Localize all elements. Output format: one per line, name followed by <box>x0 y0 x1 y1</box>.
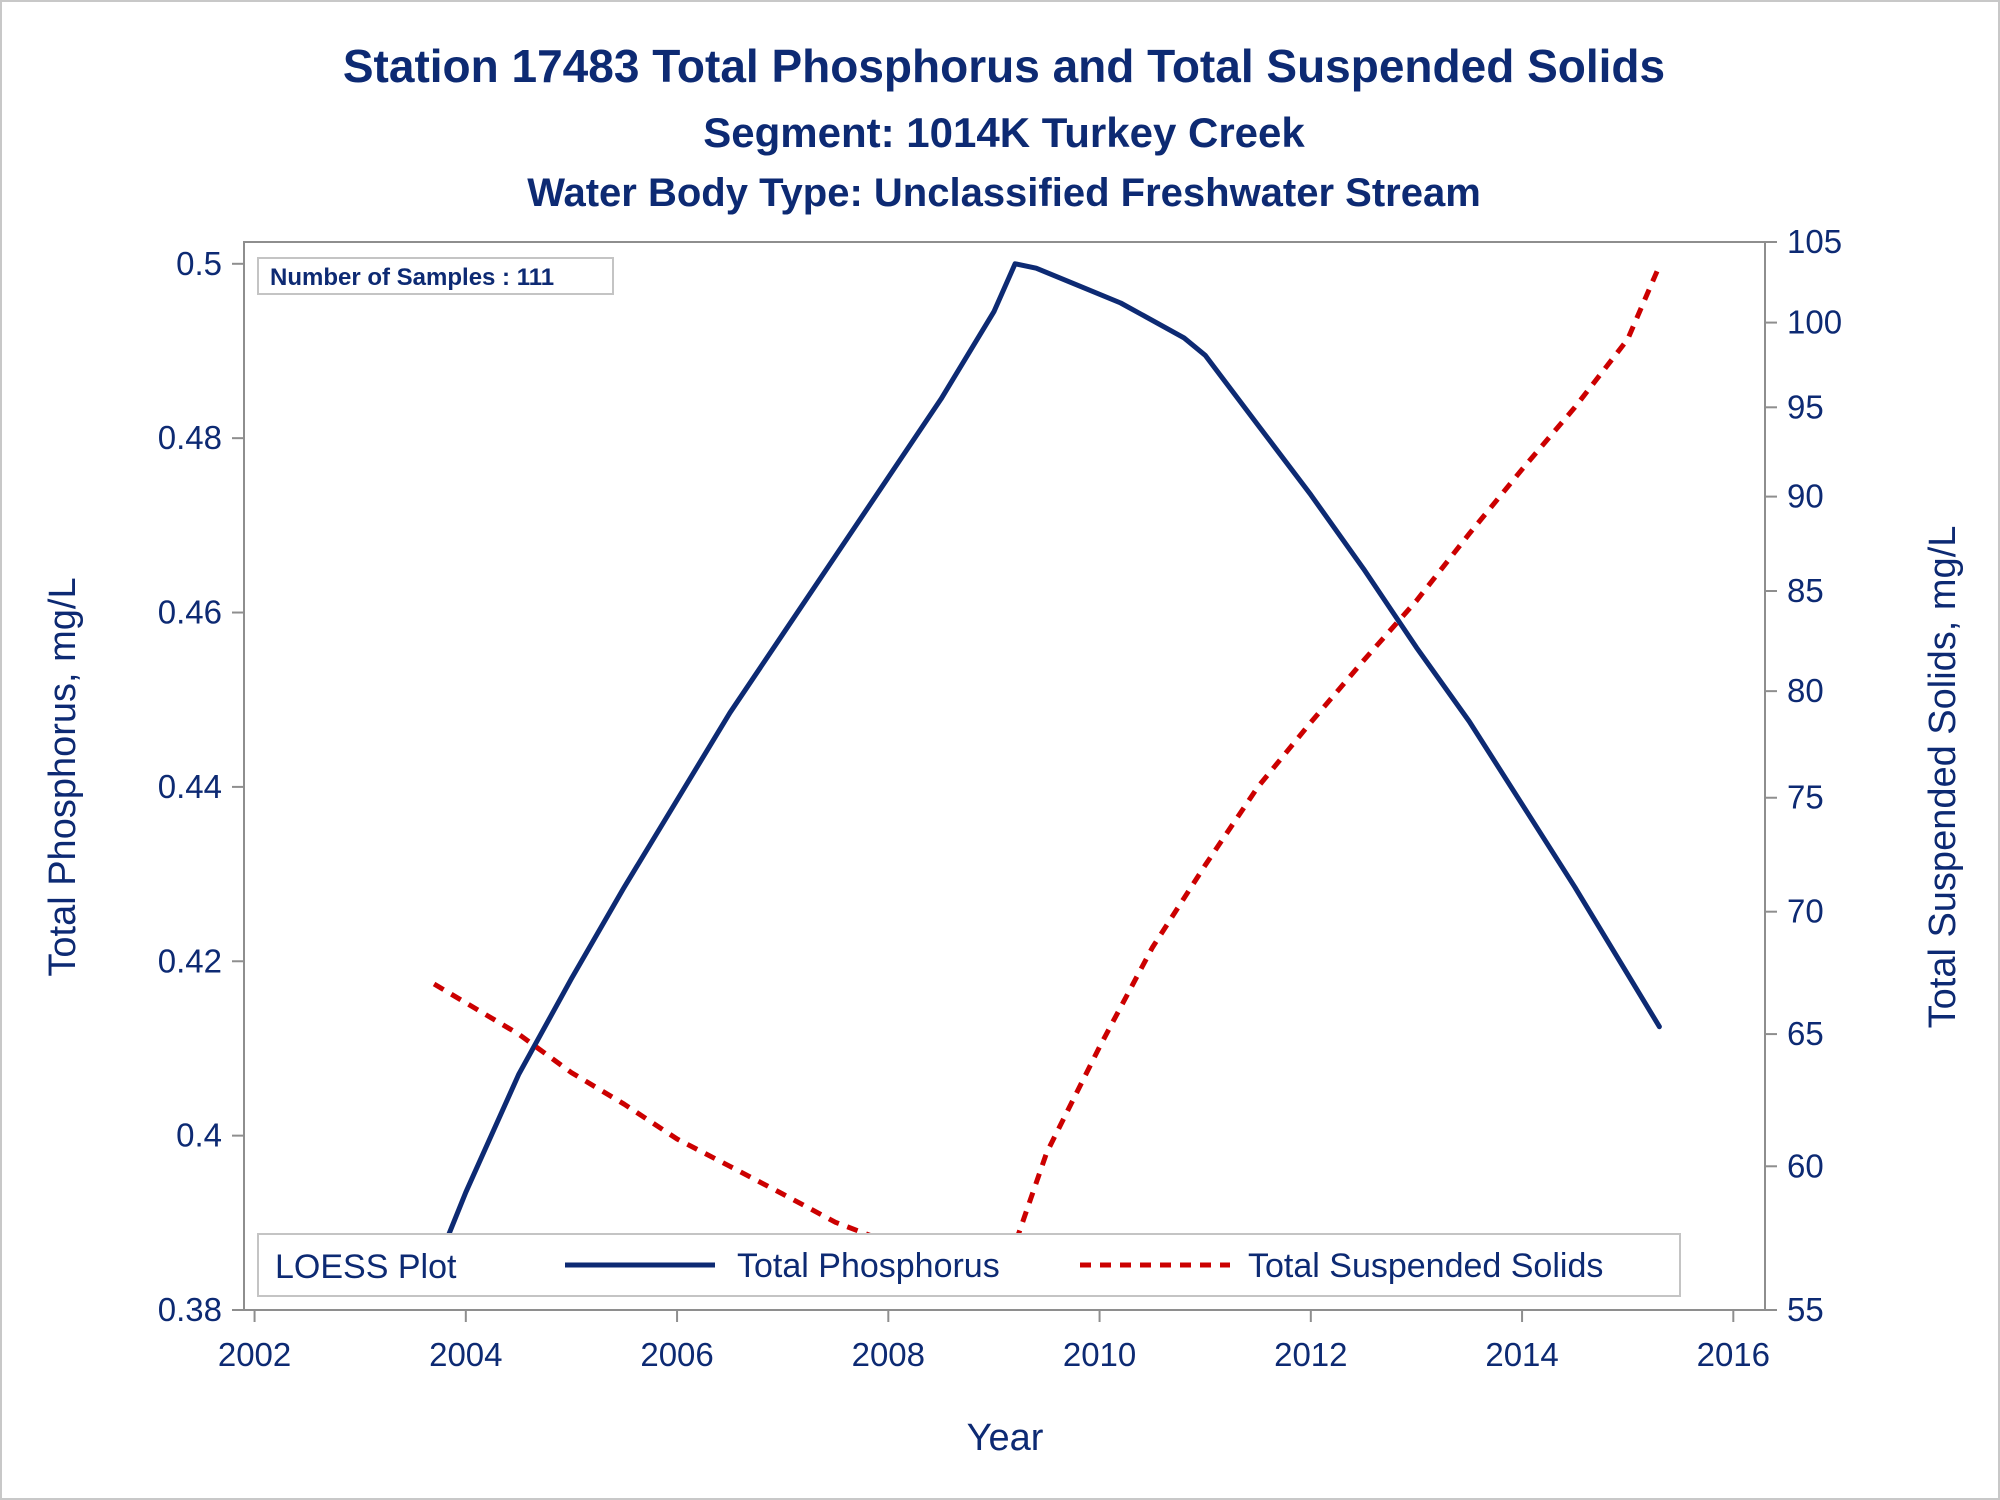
y-left-tick-label: 0.48 <box>158 419 222 456</box>
sample-count-box <box>257 257 614 295</box>
sample-count-label: Number of Samples : 111 <box>270 264 554 291</box>
y-right-tick-label: 65 <box>1787 1015 1824 1052</box>
x-tick-label: 2016 <box>1697 1336 1770 1373</box>
legend: LOESS Plot Total Phosphorus Total Suspen… <box>257 1233 1681 1297</box>
x-axis-label: Year <box>967 1417 1044 1459</box>
x-tick-label: 2010 <box>1063 1336 1136 1373</box>
y-right-tick-label: 70 <box>1787 893 1824 930</box>
legend-title: LOESS Plot <box>275 1248 457 1286</box>
series-layer <box>431 261 1662 1277</box>
chart-subtitle-2: Water Body Type: Unclassified Freshwater… <box>527 171 1481 215</box>
x-tick-label: 2008 <box>852 1336 925 1373</box>
y-axis-right: 55 60 65 70 75 80 85 90 95 100 105 <box>1765 223 1842 1328</box>
y-axis-left-label: Total Phosphorus, mg/L <box>42 577 84 976</box>
x-tick-label: 2012 <box>1274 1336 1347 1373</box>
y-axis-left: 0.38 0.4 0.42 0.44 0.46 0.48 0.5 <box>158 245 244 1328</box>
y-left-tick-label: 0.4 <box>176 1117 222 1154</box>
y-right-tick-label: 85 <box>1787 572 1824 609</box>
y-left-tick-label: 0.38 <box>158 1291 222 1328</box>
y-left-tick-label: 0.42 <box>158 942 222 979</box>
chart-title: Station 17483 Total Phosphorus and Total… <box>343 40 1665 92</box>
legend-box <box>257 1233 1681 1297</box>
x-tick-label: 2002 <box>218 1336 291 1373</box>
y-left-tick-label: 0.5 <box>176 245 222 282</box>
y-left-tick-label: 0.44 <box>158 768 222 805</box>
plot-area <box>243 241 1766 1311</box>
x-axis: 2002 2004 2006 2008 2010 2012 2014 2016 <box>218 1310 1770 1373</box>
y-right-tick-label: 100 <box>1787 304 1842 341</box>
y-right-tick-label: 90 <box>1787 478 1824 515</box>
y-right-tick-label: 80 <box>1787 672 1824 709</box>
x-tick-label: 2014 <box>1485 1336 1558 1373</box>
y-axis-right-label: Total Suspended Solids, mg/L <box>1922 526 1964 1029</box>
y-right-tick-label: 60 <box>1787 1147 1824 1184</box>
x-tick-label: 2006 <box>640 1336 713 1373</box>
y-right-tick-label: 55 <box>1787 1291 1824 1328</box>
x-tick-label: 2004 <box>429 1336 502 1373</box>
series-line-total-suspended-solids <box>432 264 1662 1277</box>
y-left-tick-label: 0.46 <box>158 594 222 631</box>
y-right-tick-label: 75 <box>1787 779 1824 816</box>
y-right-tick-label: 105 <box>1787 223 1842 260</box>
legend-label-total-phosphorus: Total Phosphorus <box>737 1247 1000 1285</box>
legend-label-total-suspended-solids: Total Suspended Solids <box>1248 1247 1603 1285</box>
y-right-tick-label: 95 <box>1787 388 1824 425</box>
chart-subtitle: Segment: 1014K Turkey Creek <box>703 109 1305 156</box>
series-line-total-phosphorus <box>431 261 1662 1274</box>
